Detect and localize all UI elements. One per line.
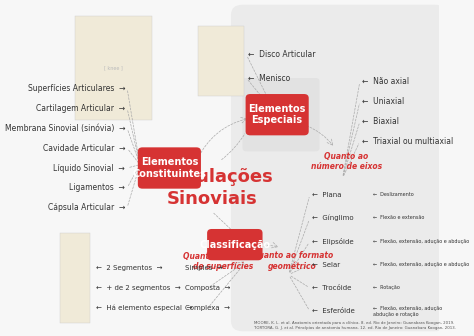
Text: Cavidade Articular  →: Cavidade Articular → — [43, 143, 125, 153]
Text: ←  Não axial: ← Não axial — [362, 77, 409, 86]
Text: ←  Trocóide: ← Trocóide — [312, 285, 351, 291]
Text: ←  Rotação: ← Rotação — [374, 286, 400, 290]
FancyBboxPatch shape — [138, 148, 201, 188]
FancyBboxPatch shape — [246, 94, 309, 135]
Text: Elementos
Especiais: Elementos Especiais — [248, 104, 306, 125]
Text: Simples  →: Simples → — [185, 265, 222, 271]
Text: ←  Orla ou lábio: ← Orla ou lábio — [248, 97, 309, 106]
Text: Quanto ao número
de superfícies: Quanto ao número de superfícies — [183, 252, 263, 271]
Text: ←  Biaxial: ← Biaxial — [362, 117, 399, 126]
Text: ←  Plana: ← Plana — [312, 192, 341, 198]
Text: Membrana Sinovial (sinóvia)  →: Membrana Sinovial (sinóvia) → — [5, 124, 125, 132]
Text: ←  Flexão, extensão, adução
abdução e rotação: ← Flexão, extensão, adução abdução e rot… — [374, 306, 443, 317]
Text: ←  Esferóide: ← Esferóide — [312, 308, 355, 314]
Text: MOORE, K. L. et al. Anatomia orientada para a clínica. 8. ed. Rio de Janeiro: Gu: MOORE, K. L. et al. Anatomia orientada p… — [254, 321, 456, 330]
Text: ←  Triaxial ou multiaxial: ← Triaxial ou multiaxial — [362, 137, 453, 146]
FancyBboxPatch shape — [243, 78, 319, 151]
FancyBboxPatch shape — [60, 233, 91, 323]
Text: ←  Menisco: ← Menisco — [248, 74, 291, 83]
Text: Ligamentos  →: Ligamentos → — [69, 183, 125, 193]
Text: ←  + de 2 segmentos  →: ← + de 2 segmentos → — [96, 285, 181, 291]
Text: Quanto ao formato
geométrico: Quanto ao formato geométrico — [252, 251, 333, 271]
Text: Elementos
Constituintes: Elementos Constituintes — [132, 157, 206, 179]
Text: Cápsula Articular  →: Cápsula Articular → — [48, 204, 125, 212]
Text: ←  Flexão, extensão, adução e abdução: ← Flexão, extensão, adução e abdução — [374, 239, 470, 244]
Text: Complexa  →: Complexa → — [185, 305, 230, 311]
Text: ←  Flexão e extensão: ← Flexão e extensão — [374, 215, 425, 220]
FancyBboxPatch shape — [207, 229, 263, 260]
Text: ←  Uniaxial: ← Uniaxial — [362, 97, 404, 106]
FancyBboxPatch shape — [75, 16, 152, 120]
Text: ←  2 Segmentos  →: ← 2 Segmentos → — [96, 265, 163, 271]
Text: ←  Flexão, extensão, adução e abdução: ← Flexão, extensão, adução e abdução — [374, 262, 470, 267]
Text: ←  Gínglimo: ← Gínglimo — [312, 215, 354, 221]
FancyBboxPatch shape — [231, 5, 447, 331]
Text: Líquido Sinovial  →: Líquido Sinovial → — [54, 164, 125, 172]
Text: Classificação: Classificação — [199, 240, 270, 250]
Text: Cartilagem Articular  →: Cartilagem Articular → — [36, 103, 125, 113]
Text: ←  Deslizamento: ← Deslizamento — [374, 192, 414, 197]
Text: Composta  →: Composta → — [185, 285, 230, 291]
Text: Quanto ao
número de eixos: Quanto ao número de eixos — [311, 152, 382, 171]
Text: [ knee ]: [ knee ] — [104, 66, 123, 71]
Text: Articulações
Sinoviais: Articulações Sinoviais — [149, 168, 274, 208]
Text: ←  Elipsóide: ← Elipsóide — [312, 238, 354, 245]
FancyBboxPatch shape — [198, 27, 245, 96]
Text: ←  Selar: ← Selar — [312, 262, 340, 268]
Text: ←  Há elemento especial  →: ← Há elemento especial → — [96, 305, 192, 311]
Text: ←  Disco Articular: ← Disco Articular — [248, 50, 316, 59]
Text: Superfícies Articulares  →: Superfícies Articulares → — [27, 84, 125, 92]
